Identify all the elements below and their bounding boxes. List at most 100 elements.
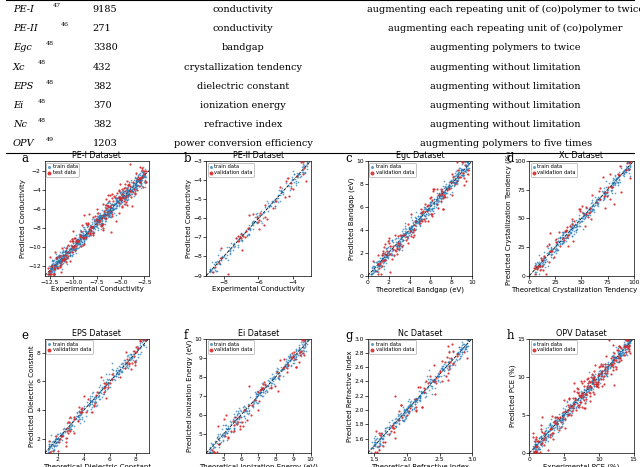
train data [611, 357, 621, 365]
train data [447, 348, 458, 355]
validation data [442, 354, 452, 361]
validation data [556, 423, 566, 430]
train data [256, 389, 266, 396]
train data [58, 425, 68, 433]
train data [419, 204, 429, 211]
train data [61, 248, 71, 256]
train data [531, 436, 541, 443]
train data [460, 167, 470, 174]
test data [120, 195, 131, 202]
train data [562, 226, 572, 234]
validation data [374, 446, 384, 453]
train data [625, 336, 635, 343]
train data [587, 203, 597, 210]
train data [221, 421, 232, 429]
train data [531, 261, 541, 268]
train data [461, 168, 472, 176]
train data [113, 366, 123, 374]
train data [366, 271, 376, 278]
train data [76, 231, 86, 239]
train data [545, 431, 555, 438]
train data [248, 225, 259, 233]
train data [112, 194, 122, 202]
train data [373, 440, 383, 447]
train data [90, 225, 100, 233]
validation data [426, 210, 436, 217]
train data [230, 420, 241, 428]
train data [116, 196, 127, 204]
train data [563, 410, 573, 418]
train data [413, 219, 424, 227]
train data [291, 354, 301, 361]
validation data [438, 205, 449, 212]
train data [123, 186, 133, 193]
train data [49, 264, 59, 271]
train data [570, 224, 580, 231]
train data [436, 192, 447, 199]
train data [369, 259, 379, 266]
train data [558, 412, 568, 419]
validation data [458, 169, 468, 177]
train data [453, 175, 463, 182]
train data [584, 368, 595, 375]
train data [374, 436, 384, 444]
train data [71, 416, 81, 423]
train data [571, 228, 581, 236]
train data [457, 166, 467, 173]
validation data [559, 425, 570, 432]
train data [104, 206, 114, 213]
train data [621, 169, 631, 176]
train data [95, 210, 105, 217]
validation data [132, 345, 143, 352]
train data [268, 373, 278, 381]
train data [552, 419, 563, 427]
validation data [549, 413, 559, 421]
test data [54, 263, 65, 271]
train data [60, 251, 70, 258]
train data [271, 367, 282, 375]
train data [252, 392, 262, 400]
train data [88, 225, 98, 232]
train data [225, 418, 236, 425]
train data [543, 241, 554, 249]
train data [409, 404, 419, 411]
train data [569, 397, 579, 404]
train data [211, 258, 221, 265]
validation data [571, 406, 581, 414]
train data [579, 386, 589, 394]
train data [415, 210, 425, 217]
train data [256, 208, 266, 215]
train data [141, 179, 151, 186]
test data [51, 261, 61, 269]
validation data [396, 401, 406, 409]
train data [122, 191, 132, 198]
train data [431, 200, 442, 208]
train data [620, 342, 630, 350]
train data [99, 383, 109, 390]
train data [131, 177, 141, 184]
train data [221, 255, 231, 262]
validation data [570, 395, 580, 402]
train data [372, 262, 383, 270]
validation data [565, 223, 575, 230]
train data [439, 189, 449, 197]
train data [367, 262, 378, 270]
train data [132, 176, 142, 184]
train data [414, 217, 424, 225]
train data [404, 396, 414, 403]
train data [403, 229, 413, 236]
train data [52, 264, 62, 271]
train data [392, 416, 402, 424]
train data [105, 205, 115, 212]
train data [401, 412, 411, 420]
train data [100, 207, 111, 214]
train data [567, 217, 577, 224]
train data [85, 223, 95, 231]
train data [610, 190, 620, 197]
train data [619, 338, 629, 346]
validation data [591, 382, 602, 389]
train data [117, 192, 127, 199]
train data [250, 213, 260, 221]
validation data [615, 163, 625, 170]
train data [380, 248, 390, 256]
